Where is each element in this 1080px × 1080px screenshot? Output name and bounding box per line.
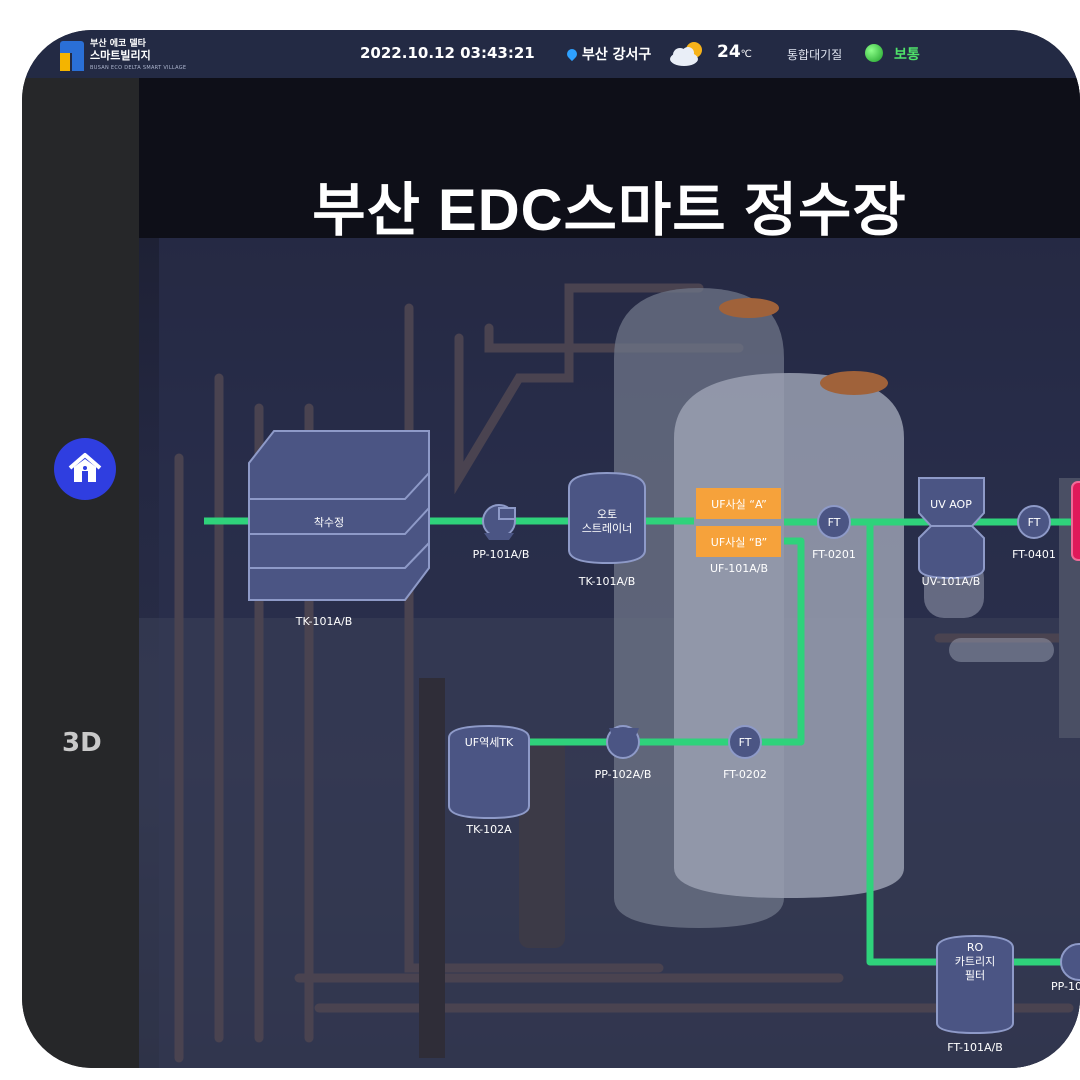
- auto-strainer-unit[interactable]: 오토 스트레이너: [568, 471, 646, 565]
- ft-0201-sensor[interactable]: FT: [817, 505, 851, 539]
- pp-102-pump[interactable]: [606, 725, 640, 759]
- logo-line3: BUSAN ECO DELTA SMART VILLAGE: [90, 65, 187, 71]
- temperature-unit: ℃: [740, 49, 752, 60]
- ft-0201-tag: FT-0201: [812, 548, 856, 561]
- location-pin-icon: [564, 46, 580, 62]
- pp-partial-tag: PP-10: [1051, 980, 1080, 993]
- air-quality-status-icon: [865, 44, 883, 62]
- uf-a-name: UF사실 “A”: [711, 498, 767, 511]
- top-bar: 부산 에코 델타 스마트빌리지 BUSAN ECO DELTA SMART VI…: [22, 30, 1080, 78]
- uf-backwash-tank[interactable]: UF역세TK: [448, 724, 530, 820]
- tk-101-name: 착수정: [314, 516, 344, 529]
- location: 부산 강서구: [564, 44, 652, 64]
- temperature-value: 24: [717, 42, 741, 62]
- tank-hatch-right: [820, 371, 888, 395]
- logo-text: 부산 에코 델타 스마트빌리지 BUSAN ECO DELTA SMART VI…: [90, 38, 186, 74]
- tk-101-unit[interactable]: 착수정: [248, 430, 430, 601]
- location-text: 부산 강서구: [582, 47, 652, 63]
- logo[interactable]: 부산 에코 델타 스마트빌리지 BUSAN ECO DELTA SMART VI…: [60, 38, 186, 74]
- process-scene: 착수정 TK-101A/B PP-101A/B 오토 스트레이너 TK-101A…: [139, 78, 1080, 1068]
- left-sidebar: 3D: [22, 78, 139, 1068]
- pp-partial-pump[interactable]: [1060, 943, 1080, 981]
- support-pole: [419, 678, 445, 1058]
- pp-101-pump[interactable]: [482, 504, 516, 540]
- air-quality-label: 통합대기질: [787, 48, 843, 62]
- uf-backwash-name: UF역세TK: [465, 736, 514, 749]
- tank-hatch-left: [719, 298, 779, 318]
- ro-line1: RO: [967, 941, 984, 954]
- air-quality-value: 보통: [894, 47, 920, 63]
- process-diagram: 착수정 TK-101A/B PP-101A/B 오토 스트레이너 TK-101A…: [139, 78, 1080, 1068]
- pp-102-tag: PP-102A/B: [595, 768, 652, 781]
- ft-0401-symbol: FT: [1028, 516, 1041, 529]
- uf-b-box: [696, 526, 781, 557]
- logo-line1: 부산 에코 델타: [90, 39, 146, 49]
- strainer-line2: 스트레이너: [582, 522, 633, 535]
- ft-0401-tag: FT-0401: [1012, 548, 1056, 561]
- logo-icon: [60, 41, 84, 71]
- temperature: 24℃: [717, 42, 752, 62]
- uf-backwash-tag: TK-102A: [465, 823, 512, 836]
- ft-0201-symbol: FT: [828, 516, 841, 529]
- logo-line2: 스마트빌리지: [90, 49, 151, 62]
- uf-b-unit[interactable]: UF사실 “B”: [696, 526, 781, 557]
- ro-tag: FT-101A/B: [947, 1041, 1003, 1054]
- ro-line2: 카트리지: [955, 955, 995, 968]
- strainer-line1: 오토: [597, 508, 617, 521]
- uv-aop-unit[interactable]: UV AOP: [918, 477, 985, 580]
- next-unit-partial[interactable]: [1071, 481, 1080, 561]
- ceiling-shadow: [139, 78, 1080, 238]
- view-mode-3d-label[interactable]: 3D: [62, 728, 102, 758]
- tk-101-tag: TK-101A/B: [295, 615, 353, 628]
- floor: [139, 618, 1080, 1068]
- strainer-tag: TK-101A/B: [578, 575, 636, 588]
- uv-tag: UV-101A/B: [922, 575, 981, 588]
- pp-101-tag: PP-101A/B: [473, 548, 530, 561]
- ro-cartridge-filter[interactable]: RO 카트리지 필터: [936, 934, 1014, 1035]
- right-pipe-unit: [949, 638, 1054, 662]
- backwash-support: [519, 738, 565, 948]
- ft-0202-sensor[interactable]: FT: [728, 725, 762, 759]
- ft-0202-tag: FT-0202: [723, 768, 767, 781]
- home-button[interactable]: [54, 438, 116, 500]
- uf-101-tag: UF-101A/B: [710, 562, 768, 575]
- tk-101-body: [248, 430, 430, 601]
- flow-line-backwash: [499, 537, 805, 746]
- partly-cloudy-icon: [670, 42, 702, 66]
- uf-a-box: [696, 488, 781, 519]
- ft-0401-sensor[interactable]: FT: [1017, 505, 1051, 539]
- ft-0202-symbol: FT: [739, 736, 752, 749]
- datetime: 2022.10.12 03:43:21: [360, 44, 535, 62]
- app-frame: 부산 에코 델타 스마트빌리지 BUSAN ECO DELTA SMART VI…: [22, 30, 1080, 1068]
- uf-b-name: UF사실 “B”: [711, 536, 767, 549]
- page-title: 부산 EDC스마트 정수장: [312, 178, 907, 243]
- uv-name: UV AOP: [930, 498, 972, 511]
- home-icon: [68, 453, 102, 482]
- uf-a-unit[interactable]: UF사실 “A”: [696, 488, 781, 519]
- ro-line3: 필터: [965, 969, 985, 982]
